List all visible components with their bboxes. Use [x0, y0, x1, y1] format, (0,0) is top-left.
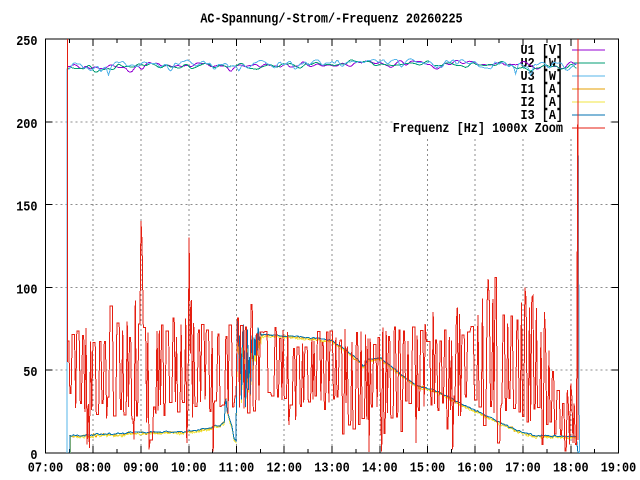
- svg-text:14:00: 14:00: [362, 461, 398, 477]
- svg-text:11:00: 11:00: [219, 461, 255, 477]
- svg-text:09:00: 09:00: [123, 461, 159, 477]
- svg-text:200: 200: [16, 117, 37, 133]
- svg-text:16:00: 16:00: [457, 461, 493, 477]
- svg-text:I1 [A]: I1 [A]: [521, 82, 564, 98]
- svg-text:10:00: 10:00: [171, 461, 207, 477]
- svg-text:19:00: 19:00: [601, 461, 637, 477]
- svg-text:07:00: 07:00: [28, 461, 64, 477]
- svg-text:I3 [A]: I3 [A]: [521, 108, 564, 124]
- svg-text:AC-Spannung/-Strom/-Frequenz 2: AC-Spannung/-Strom/-Frequenz 20260225: [200, 12, 462, 28]
- svg-text:50: 50: [23, 365, 37, 381]
- svg-text:13:00: 13:00: [314, 461, 350, 477]
- svg-text:U2 [W]: U2 [W]: [521, 56, 564, 72]
- svg-text:Frequenz [Hz] 1000x Zoom: Frequenz [Hz] 1000x Zoom: [393, 121, 563, 137]
- svg-text:100: 100: [16, 282, 37, 298]
- svg-text:U3 [W]: U3 [W]: [521, 69, 564, 85]
- svg-text:150: 150: [16, 200, 37, 216]
- svg-text:18:00: 18:00: [553, 461, 589, 477]
- svg-text:15:00: 15:00: [410, 461, 446, 477]
- svg-text:250: 250: [16, 34, 37, 50]
- svg-text:0: 0: [30, 448, 37, 464]
- svg-text:U1 [V]: U1 [V]: [521, 43, 564, 59]
- svg-text:12:00: 12:00: [266, 461, 302, 477]
- svg-text:17:00: 17:00: [505, 461, 541, 477]
- svg-text:I2 [A]: I2 [A]: [521, 95, 564, 111]
- svg-text:08:00: 08:00: [75, 461, 111, 477]
